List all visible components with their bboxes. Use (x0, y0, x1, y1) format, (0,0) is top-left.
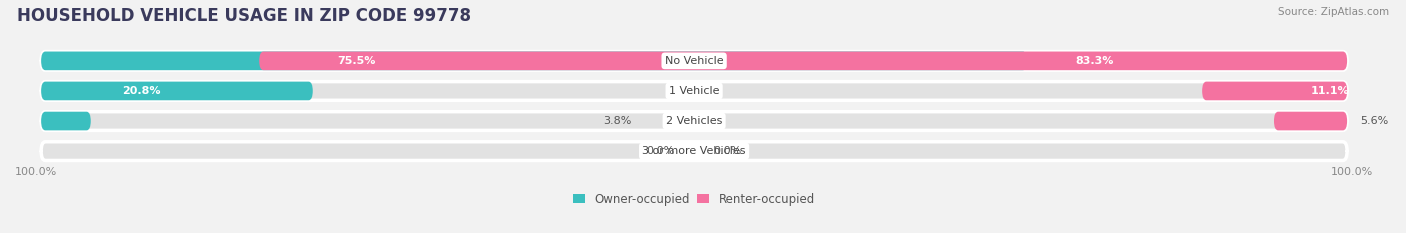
Text: 83.3%: 83.3% (1076, 56, 1114, 66)
FancyBboxPatch shape (41, 51, 1028, 70)
Text: 0.0%: 0.0% (714, 146, 742, 156)
Text: 5.6%: 5.6% (1360, 116, 1388, 126)
Text: 3.8%: 3.8% (603, 116, 631, 126)
FancyBboxPatch shape (41, 82, 312, 100)
Text: 3 or more Vehicles: 3 or more Vehicles (643, 146, 745, 156)
FancyBboxPatch shape (41, 142, 1347, 161)
FancyBboxPatch shape (1202, 82, 1347, 100)
Text: 75.5%: 75.5% (337, 56, 375, 66)
Text: 100.0%: 100.0% (1331, 167, 1374, 177)
FancyBboxPatch shape (1274, 112, 1347, 130)
Text: No Vehicle: No Vehicle (665, 56, 724, 66)
Text: HOUSEHOLD VEHICLE USAGE IN ZIP CODE 99778: HOUSEHOLD VEHICLE USAGE IN ZIP CODE 9977… (17, 7, 471, 25)
FancyBboxPatch shape (41, 82, 1347, 100)
Text: Source: ZipAtlas.com: Source: ZipAtlas.com (1278, 7, 1389, 17)
Text: 1 Vehicle: 1 Vehicle (669, 86, 720, 96)
FancyBboxPatch shape (41, 112, 91, 130)
Text: 0.0%: 0.0% (647, 146, 675, 156)
FancyBboxPatch shape (41, 51, 1347, 70)
FancyBboxPatch shape (41, 112, 1347, 130)
Text: 100.0%: 100.0% (15, 167, 58, 177)
Legend: Owner-occupied, Renter-occupied: Owner-occupied, Renter-occupied (574, 193, 815, 206)
Text: 20.8%: 20.8% (122, 86, 162, 96)
Text: 11.1%: 11.1% (1310, 86, 1350, 96)
FancyBboxPatch shape (259, 51, 1347, 70)
Text: 2 Vehicles: 2 Vehicles (666, 116, 723, 126)
